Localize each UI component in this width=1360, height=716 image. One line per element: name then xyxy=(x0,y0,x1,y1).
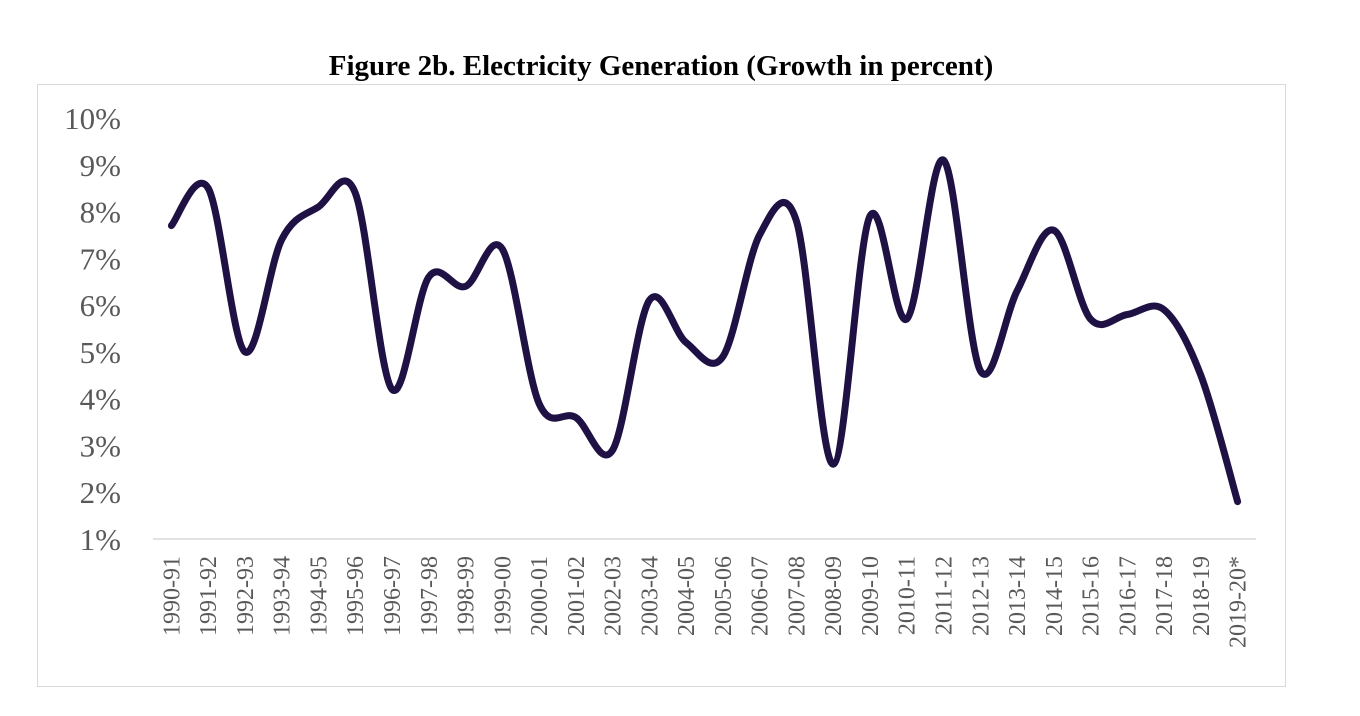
chart-frame xyxy=(37,84,1286,687)
y-tick-label: 6% xyxy=(80,288,121,323)
y-tick-label: 2% xyxy=(80,475,121,510)
x-tick-label: 2016-17 xyxy=(1115,556,1141,636)
x-tick-label: 2018-19 xyxy=(1189,556,1215,636)
x-tick-label: 2008-09 xyxy=(821,556,847,636)
x-tick-label: 2010-11 xyxy=(895,556,921,635)
x-tick-label: 2009-10 xyxy=(858,556,884,636)
y-tick-label: 10% xyxy=(64,101,121,136)
x-tick-label: 2005-06 xyxy=(711,556,737,636)
x-tick-label: 2004-05 xyxy=(674,556,700,636)
x-tick-label: 1996-97 xyxy=(380,556,406,636)
x-tick-label: 1994-95 xyxy=(306,556,332,636)
x-tick-label: 2002-03 xyxy=(601,556,627,636)
y-tick-label: 9% xyxy=(80,148,121,183)
x-tick-label: 2000-01 xyxy=(527,556,553,636)
y-tick-label: 8% xyxy=(80,195,121,230)
x-tick-label: 2013-14 xyxy=(1005,556,1031,636)
y-tick-label: 4% xyxy=(80,382,121,417)
x-tick-label: 2007-08 xyxy=(784,556,810,636)
y-tick-label: 1% xyxy=(80,522,121,557)
chart-title: Figure 2b. Electricity Generation (Growt… xyxy=(328,50,994,82)
x-tick-label: 1990-91 xyxy=(159,556,185,636)
x-tick-label: 1997-98 xyxy=(417,556,443,636)
x-tick-label: 2001-02 xyxy=(564,556,590,636)
y-tick-label: 5% xyxy=(80,335,121,370)
x-tick-label: 2003-04 xyxy=(637,556,663,636)
y-axis-tick-labels: 1% 2% 3% 4% 5% 6% 7% 8% 9% 10% xyxy=(64,101,121,557)
x-tick-label: 1992-93 xyxy=(233,556,259,636)
x-tick-label: 1998-99 xyxy=(454,556,480,636)
x-tick-label: 2012-13 xyxy=(968,556,994,636)
y-tick-label: 7% xyxy=(80,241,121,276)
x-tick-label: 1995-96 xyxy=(343,556,369,636)
x-tick-label: 2011-12 xyxy=(931,556,957,635)
y-tick-label: 3% xyxy=(80,428,121,463)
x-axis-tick-labels: 1990-91 1991-92 1992-93 1993-94 1994-95 1995-… xyxy=(159,556,1251,648)
x-tick-label: 1993-94 xyxy=(270,556,296,636)
x-tick-label: 1991-92 xyxy=(196,556,222,636)
x-tick-label: 1999-00 xyxy=(490,556,516,636)
x-tick-label: 2015-16 xyxy=(1079,556,1105,636)
x-tick-label: 2017-18 xyxy=(1152,556,1178,636)
series-line xyxy=(167,156,1242,506)
x-tick-label: 2019-20* xyxy=(1226,556,1252,648)
x-tick-label: 2006-07 xyxy=(748,556,774,636)
x-tick-label: 2014-15 xyxy=(1042,556,1068,636)
